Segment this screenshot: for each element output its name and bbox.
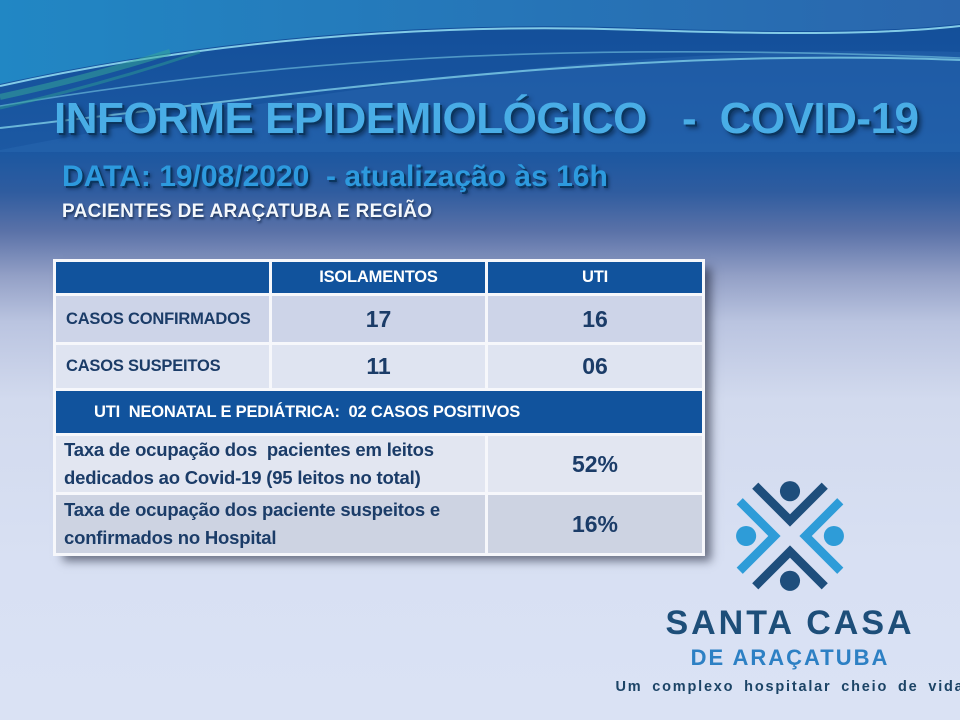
- occupancy-hospital-value: 16%: [488, 495, 702, 553]
- santa-casa-logo: SANTA CASA DE ARAÇATUBA Um complexo hosp…: [600, 472, 960, 695]
- santa-casa-icon: [736, 481, 844, 591]
- row-suspeitos-isolamentos: 11: [272, 345, 485, 388]
- uti-neonatal-banner: UTI NEONATAL E PEDIÁTRICA: 02 CASOS POSI…: [56, 391, 702, 433]
- logo-tagline: Um complexo hospitalar cheio de vida: [615, 679, 960, 695]
- logo-name: SANTA CASA: [665, 604, 915, 642]
- row-confirmados-label: CASOS CONFIRMADOS: [56, 296, 269, 342]
- occupancy-covid-beds-value: 52%: [488, 436, 702, 492]
- row-confirmados-uti: 16: [488, 296, 702, 342]
- header-empty-cell: [56, 262, 269, 293]
- date-line: DATA: 19/08/2020 - atualização às 16h: [62, 160, 608, 193]
- occupancy-hospital-label: Taxa de ocupação dos paciente suspeitos …: [56, 495, 485, 553]
- row-suspeitos-label: CASOS SUSPEITOS: [56, 345, 269, 388]
- audience-line: PACIENTES DE ARAÇATUBA E REGIÃO: [62, 201, 433, 222]
- occupancy-covid-beds-label: Taxa de ocupação dos pacientes em leitos…: [56, 436, 485, 492]
- header-uti: UTI: [488, 262, 702, 293]
- slide-title: INFORME EPIDEMIOLÓGICO - COVID-19: [54, 94, 919, 143]
- covid-cases-table: ISOLAMENTOS UTI CASOS CONFIRMADOS 17 16 …: [53, 259, 705, 556]
- header-isolamentos: ISOLAMENTOS: [272, 262, 485, 293]
- row-confirmados-isolamentos: 17: [272, 296, 485, 342]
- row-suspeitos-uti: 06: [488, 345, 702, 388]
- banner-waves: [0, 0, 960, 152]
- logo-location: DE ARAÇATUBA: [690, 645, 890, 670]
